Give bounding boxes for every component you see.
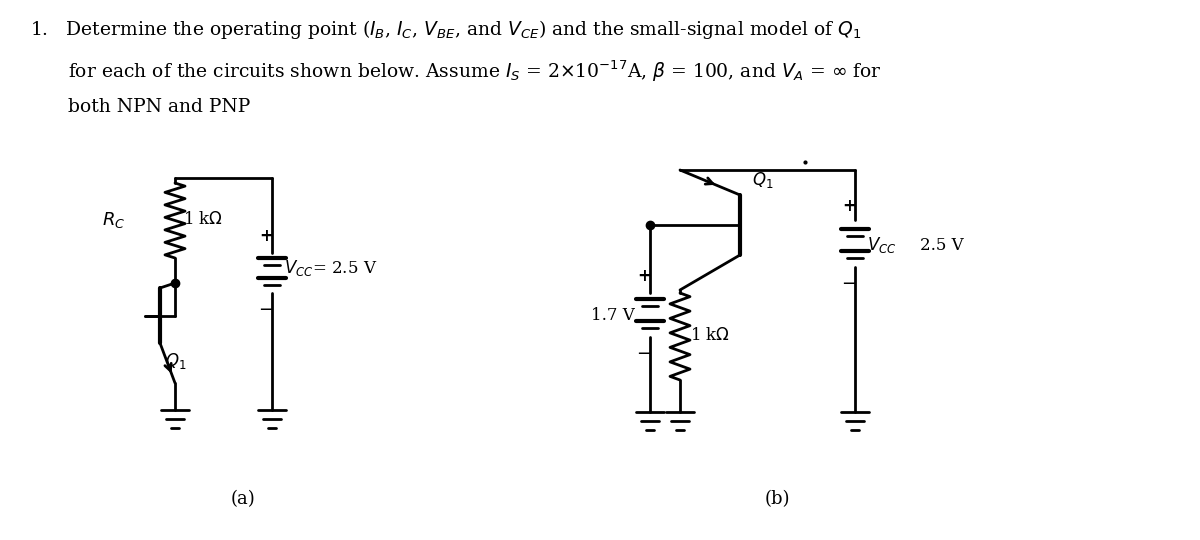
Text: −: − (636, 345, 652, 363)
Text: 1.   Determine the operating point ($I_B$, $I_C$, $V_{BE}$, and $V_{CE}$) and th: 1. Determine the operating point ($I_B$,… (30, 18, 862, 41)
Text: 1.7 V: 1.7 V (592, 307, 635, 323)
Text: $V_{CC}$= 2.5 V: $V_{CC}$= 2.5 V (284, 258, 377, 278)
Text: $Q_1$: $Q_1$ (752, 170, 774, 190)
Text: $Q_1$: $Q_1$ (166, 351, 186, 371)
Text: $V_{CC}$: $V_{CC}$ (866, 235, 896, 255)
Text: −: − (841, 275, 857, 293)
Text: (a): (a) (230, 490, 256, 508)
Text: 1 k$\Omega$: 1 k$\Omega$ (182, 212, 223, 228)
Text: $R_C$: $R_C$ (102, 210, 125, 230)
Text: 1 k$\Omega$: 1 k$\Omega$ (690, 327, 730, 343)
Text: for each of the circuits shown below. Assume $I_S$ = 2$\times$10$^{-17}$A, $\bet: for each of the circuits shown below. As… (68, 58, 882, 84)
Text: both NPN and PNP: both NPN and PNP (68, 98, 251, 116)
Text: (b): (b) (764, 490, 790, 508)
Text: −: − (258, 301, 274, 319)
Text: +: + (842, 197, 856, 215)
Text: +: + (637, 267, 650, 285)
Text: +: + (259, 227, 272, 245)
Text: 2.5 V: 2.5 V (920, 237, 964, 253)
